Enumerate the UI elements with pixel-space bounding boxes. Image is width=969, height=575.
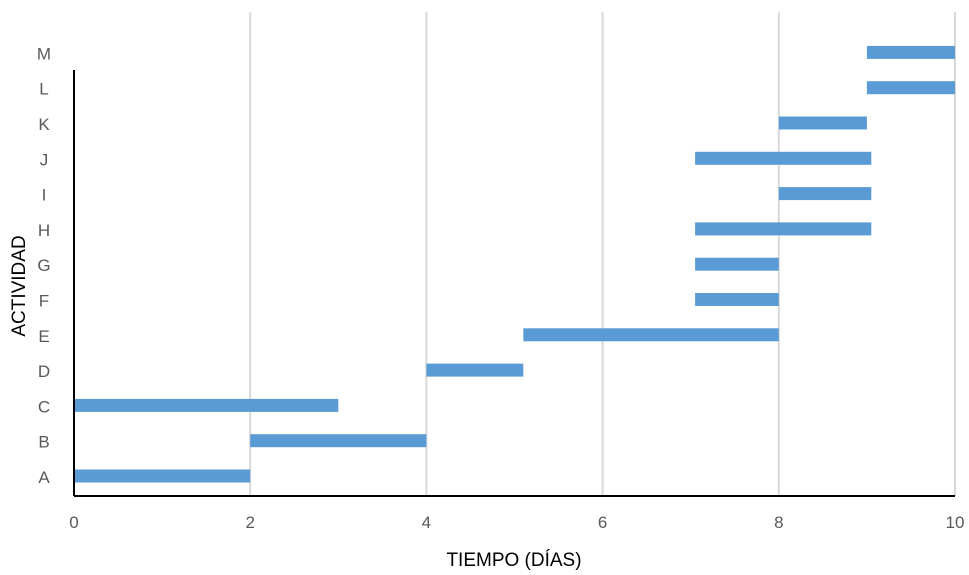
bar-l bbox=[866, 81, 955, 95]
x-tick-4: 4 bbox=[422, 513, 431, 532]
y-tick-l: L bbox=[39, 80, 48, 99]
y-tick-m: M bbox=[37, 44, 51, 63]
bar-m bbox=[866, 45, 955, 59]
x-tick-0: 0 bbox=[69, 513, 78, 532]
bar-h bbox=[695, 222, 872, 236]
y-tick-k: K bbox=[38, 115, 50, 134]
x-tick-6: 6 bbox=[598, 513, 607, 532]
bar-e bbox=[523, 328, 779, 342]
bar-b bbox=[250, 434, 427, 448]
y-tick-g: G bbox=[37, 256, 50, 275]
bar-g bbox=[695, 257, 779, 271]
y-tick-f: F bbox=[39, 292, 49, 311]
y-axis-title: ACTIVIDAD bbox=[9, 235, 30, 336]
bar-a bbox=[74, 469, 251, 483]
y-tick-i: I bbox=[42, 186, 47, 205]
y-tick-c: C bbox=[38, 397, 50, 416]
y-tick-j: J bbox=[40, 150, 49, 169]
x-tick-2: 2 bbox=[245, 513, 254, 532]
x-tick-8: 8 bbox=[774, 513, 783, 532]
y-tick-a: A bbox=[38, 468, 50, 487]
bar-i bbox=[778, 187, 872, 201]
bar-series bbox=[74, 45, 955, 483]
y-tick-d: D bbox=[38, 362, 50, 381]
axes bbox=[73, 70, 955, 497]
bar-k bbox=[778, 116, 867, 130]
x-tick-10: 10 bbox=[946, 513, 965, 532]
bar-c bbox=[74, 398, 339, 412]
x-tick-labels: 0 2 4 6 8 10 bbox=[69, 513, 964, 532]
x-axis-title: TIEMPO (DÍAS) bbox=[446, 550, 581, 571]
grid-lines bbox=[249, 12, 956, 496]
bar-d bbox=[426, 363, 524, 377]
y-tick-e: E bbox=[38, 327, 49, 346]
y-tick-h: H bbox=[38, 221, 50, 240]
y-tick-b: B bbox=[38, 433, 49, 452]
bar-j bbox=[695, 151, 872, 165]
bar-f bbox=[695, 293, 779, 306]
